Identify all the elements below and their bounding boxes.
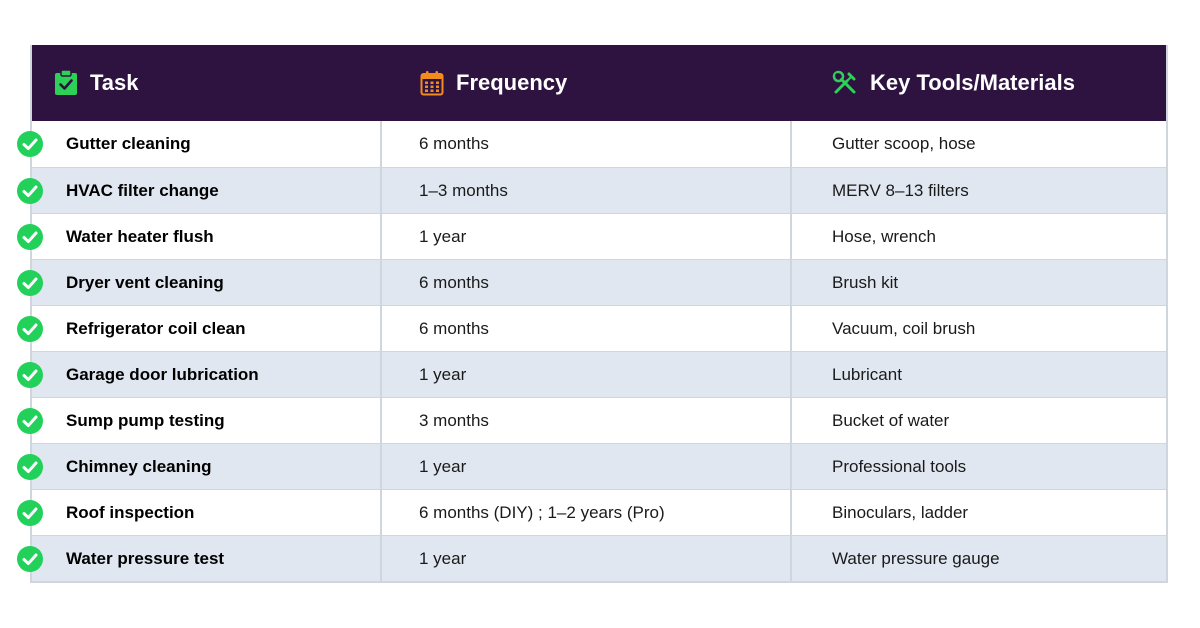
tools-cell: Binoculars, ladder [832,502,969,522]
check-circle-icon [17,224,43,250]
task-cell: Chimney cleaning [32,444,382,489]
task-cell: Water pressure test [32,536,382,581]
frequency-cell: 6 months [382,121,792,167]
header-task: Task [32,45,382,121]
table-row: Garage door lubrication 1 year Lubricant [17,351,1166,397]
frequency-cell: 3 months [382,398,792,443]
tools-icon [832,70,858,96]
tools-cell: Brush kit [832,272,899,292]
frequency-cell: 6 months (DIY) ; 1–2 years (Pro) [382,490,792,535]
header-task-label: Task [90,70,139,95]
check-circle-icon [17,131,43,157]
task-cell: Sump pump testing [32,398,382,443]
frequency-cell: 1 year [382,536,792,581]
header-tools-label: Key Tools/Materials [870,70,1075,95]
table-header: Task Frequency [32,45,1166,121]
frequency-cell: 1 year [382,444,792,489]
check-circle-icon [17,178,43,204]
frequency-cell: 1 year [382,214,792,259]
tools-cell: Gutter scoop, hose [832,134,976,153]
clipboard-check-icon [54,70,78,96]
tools-cell: Water pressure gauge [832,548,1000,568]
check-circle-icon [17,500,43,526]
task-cell: Water heater flush [32,214,382,259]
table-row: HVAC filter change 1–3 months MERV 8–13 … [17,167,1166,213]
check-circle-icon [17,454,43,480]
tools-cell: Bucket of water [832,410,950,430]
table-row: Refrigerator coil clean 6 months Vacuum,… [17,305,1166,351]
frequency-cell: 6 months [382,260,792,305]
tools-cell: MERV 8–13 filters [832,180,969,200]
frequency-cell: 6 months [382,306,792,351]
table-row: Sump pump testing 3 months Bucket of wat… [17,397,1166,443]
check-circle-icon [17,316,43,342]
task-cell: HVAC filter change [32,168,382,213]
check-circle-icon [17,546,43,572]
maintenance-table: Task Frequency [17,45,1168,583]
task-cell: Gutter cleaning [32,121,382,167]
task-cell: Dryer vent cleaning [32,260,382,305]
check-circle-icon [17,362,43,388]
frequency-cell: 1–3 months [382,168,792,213]
tools-cell: Vacuum, coil brush [832,318,976,338]
header-frequency: Frequency [382,45,792,121]
tools-cell: Lubricant [832,364,902,384]
task-cell: Garage door lubrication [32,352,382,397]
table-row: Water heater flush 1 year Hose, wrench [17,213,1166,259]
tools-cell: Professional tools [832,456,967,476]
task-cell: Refrigerator coil clean [32,306,382,351]
task-cell: Roof inspection [32,490,382,535]
tools-cell: Hose, wrench [832,226,936,246]
header-tools: Key Tools/Materials [792,45,1166,121]
check-circle-icon [17,270,43,296]
table-row: Dryer vent cleaning 6 months Brush kit [17,259,1166,305]
table-row: Chimney cleaning 1 year Professional too… [17,443,1166,489]
frequency-cell: 1 year [382,352,792,397]
table-row: Water pressure test 1 year Water pressur… [17,535,1166,581]
table-row: Roof inspection 6 months (DIY) ; 1–2 yea… [17,489,1166,535]
calendar-icon [420,70,444,96]
table-row: Gutter cleaning 6 months Gutter scoop, h… [17,121,1166,167]
check-circle-icon [17,408,43,434]
header-frequency-label: Frequency [456,70,568,95]
